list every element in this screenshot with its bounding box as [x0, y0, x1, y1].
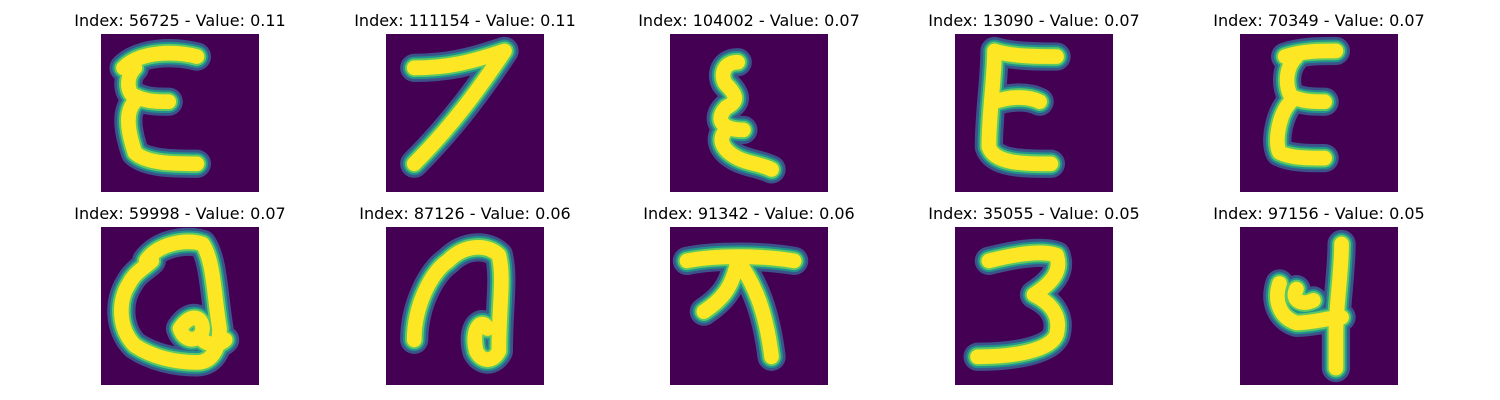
digit-svg: [670, 227, 828, 385]
digit-image: [386, 34, 544, 192]
panel-title: Index: 59998 - Value: 0.07: [74, 204, 286, 223]
glyph-stroke: [713, 54, 779, 177]
digit-image: [955, 34, 1113, 192]
panel-8: Index: 91342 - Value: 0.06: [599, 193, 899, 385]
panel-title: Index: 111154 - Value: 0.11: [354, 11, 576, 30]
panel-title: Index: 35055 - Value: 0.05: [928, 204, 1140, 223]
digit-svg: [1240, 227, 1398, 385]
digit-svg: [670, 34, 828, 192]
digit-svg: [386, 227, 544, 385]
panel-9: Index: 35055 - Value: 0.05: [884, 193, 1184, 385]
panel-title: Index: 104002 - Value: 0.07: [638, 11, 860, 30]
panel-6: Index: 59998 - Value: 0.07: [30, 193, 330, 385]
digit-image: [670, 227, 828, 385]
digit-svg: [955, 227, 1113, 385]
glyph-stroke: [679, 249, 802, 365]
panel-title: Index: 91342 - Value: 0.06: [643, 204, 855, 223]
panel-5: Index: 70349 - Value: 0.07: [1169, 0, 1469, 192]
digit-image: [386, 227, 544, 385]
panel-title: Index: 56725 - Value: 0.11: [74, 11, 286, 30]
digit-image: [1240, 34, 1398, 192]
glyph-stroke: [116, 45, 205, 172]
panel-1: Index: 56725 - Value: 0.11: [30, 0, 330, 192]
panel-title: Index: 70349 - Value: 0.07: [1213, 11, 1425, 30]
digit-image: [101, 34, 259, 192]
glyph-stroke: [981, 43, 1064, 172]
glyph-stroke: [1270, 236, 1349, 376]
digit-svg: [955, 34, 1113, 192]
panel-3: Index: 104002 - Value: 0.07: [599, 0, 899, 192]
panel-4: Index: 13090 - Value: 0.07: [884, 0, 1184, 192]
panel-title: Index: 87126 - Value: 0.06: [359, 204, 571, 223]
digit-image: [955, 227, 1113, 385]
digit-image: [1240, 227, 1398, 385]
glyph-stroke: [114, 234, 233, 370]
digit-image: [101, 227, 259, 385]
digit-svg: [101, 34, 259, 192]
glyph-stroke: [1269, 43, 1344, 166]
glyph-stroke: [970, 245, 1066, 365]
panel-title: Index: 13090 - Value: 0.07: [928, 11, 1140, 30]
digit-svg: [101, 227, 259, 385]
glyph-stroke: [406, 240, 509, 367]
panel-2: Index: 111154 - Value: 0.11: [315, 0, 615, 192]
panel-title: Index: 97156 - Value: 0.05: [1213, 204, 1425, 223]
digit-image: [670, 34, 828, 192]
digit-svg: [1240, 34, 1398, 192]
digit-svg: [386, 34, 544, 192]
glyph-stroke: [406, 43, 512, 172]
panel-10: Index: 97156 - Value: 0.05: [1169, 193, 1469, 385]
panel-7: Index: 87126 - Value: 0.06: [315, 193, 615, 385]
